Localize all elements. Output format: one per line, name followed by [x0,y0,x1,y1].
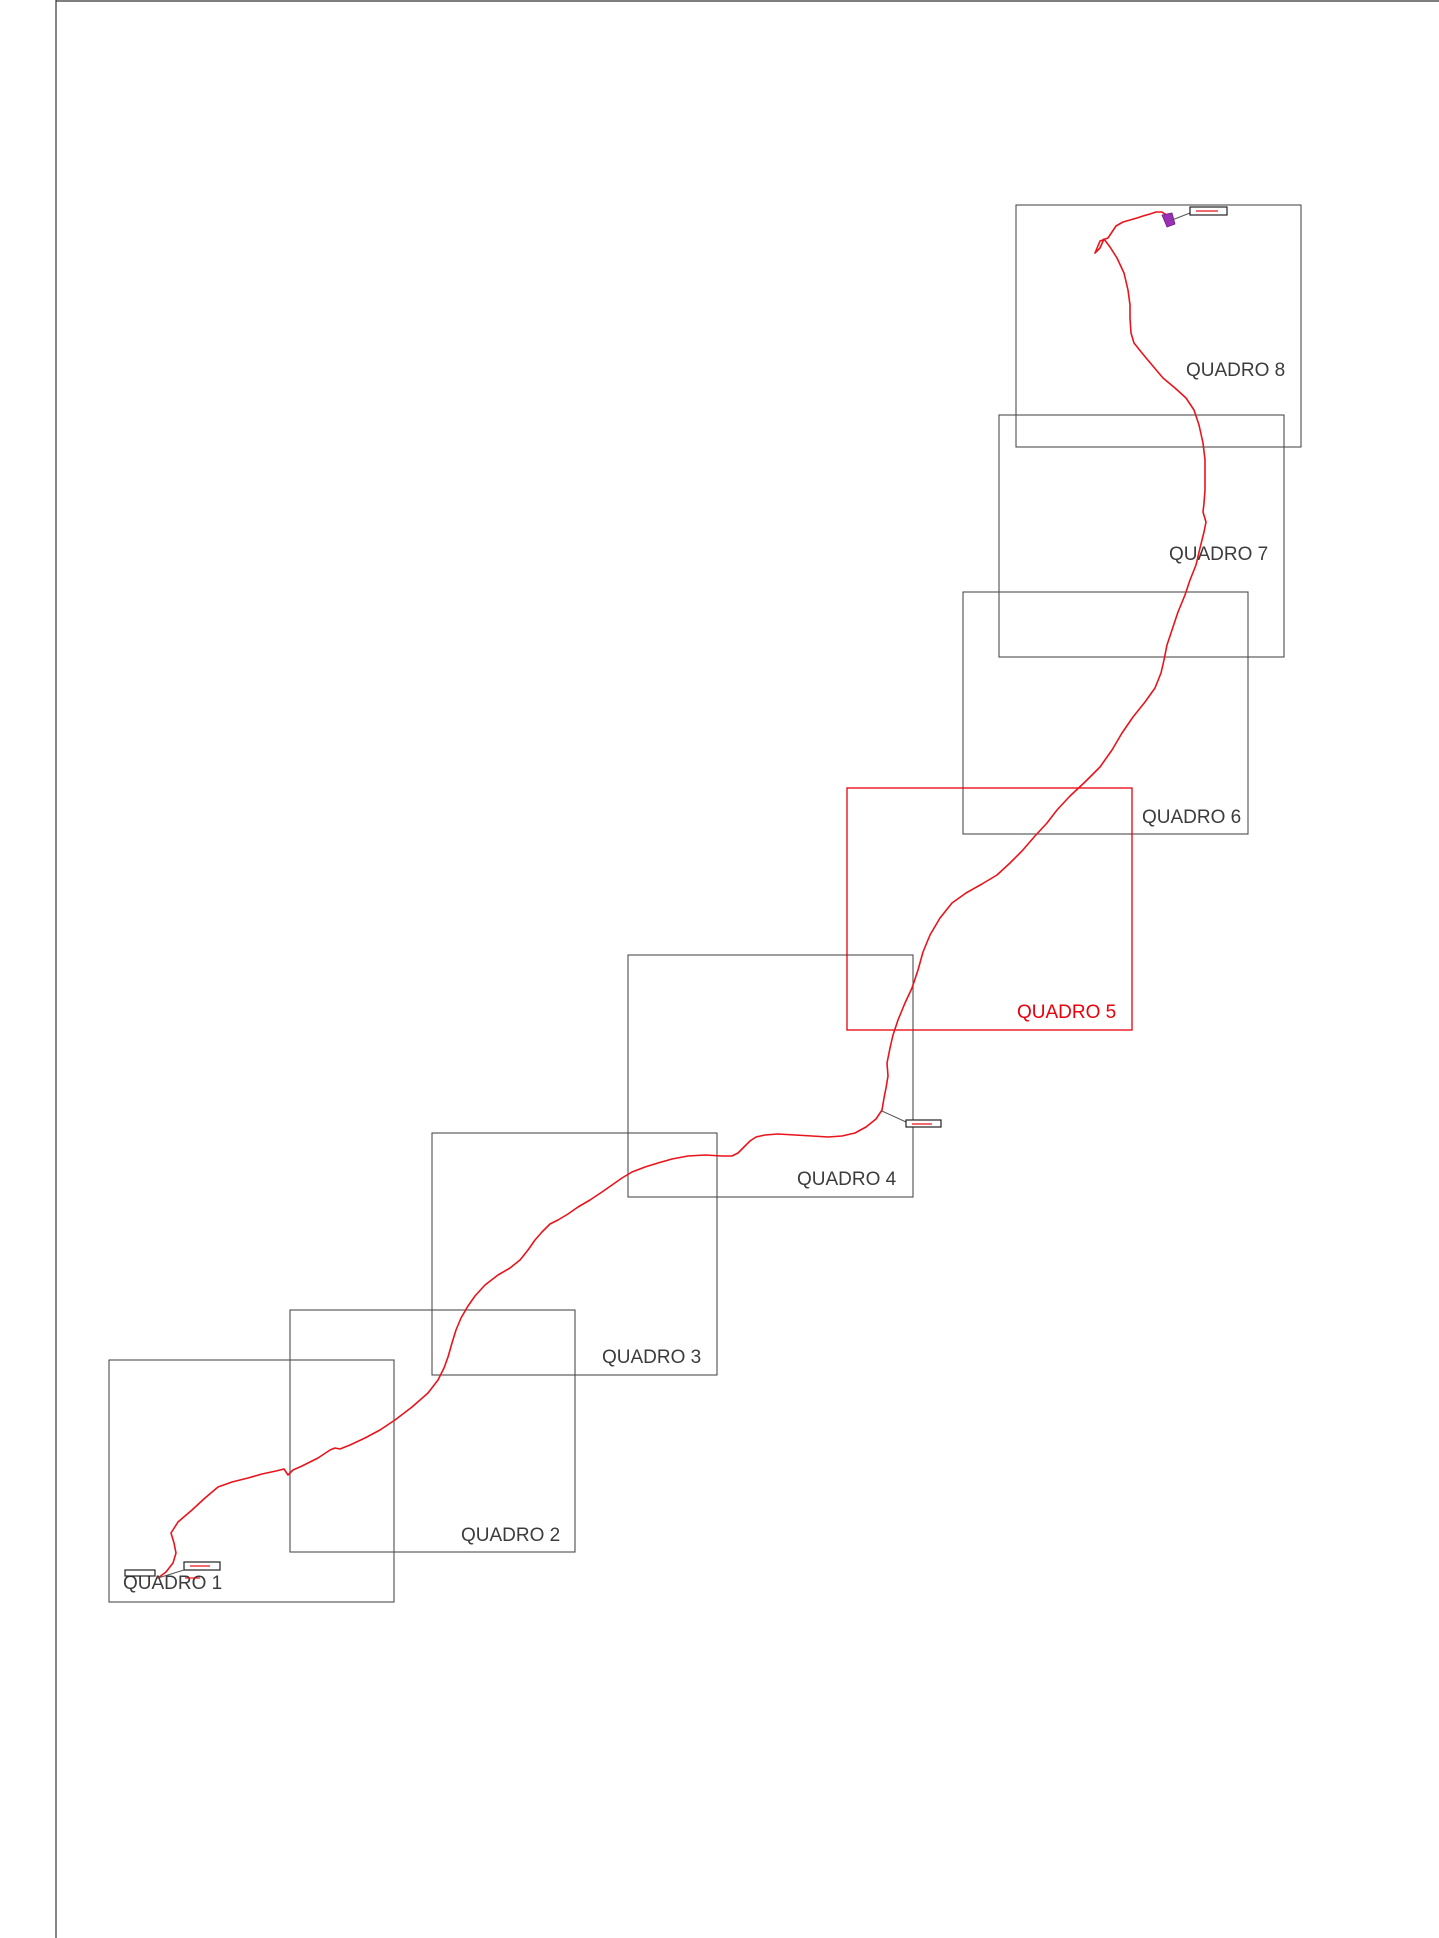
frame-label: QUADRO 5 [1017,1002,1116,1023]
frame-quadro-1[interactable]: QUADRO 1 [108,1359,395,1603]
frame-quadro-7[interactable]: QUADRO 7 [998,414,1285,658]
route-line [157,211,1207,1579]
waypoint-marker[interactable] [881,1110,942,1128]
frame-quadro-5[interactable]: QUADRO 5 [846,787,1133,1031]
frame-label: QUADRO 7 [1169,544,1268,565]
frames-layer: QUADRO 1 QUADRO 2 QUADRO 3 QUADRO 4 QUAD… [108,204,1302,1603]
frame-label: QUADRO 8 [1186,360,1285,381]
frame-label: QUADRO 4 [797,1169,897,1190]
frame-quadro-4[interactable]: QUADRO 4 [627,954,914,1198]
frame-quadro-6[interactable]: QUADRO 6 [962,591,1249,835]
start-marker[interactable] [124,1561,221,1579]
frame-quadro-3[interactable]: QUADRO 3 [431,1132,718,1376]
frame-label: QUADRO 6 [1142,807,1241,828]
sheet-border [55,0,1439,1938]
frame-label: QUADRO 3 [602,1347,701,1368]
frame-quadro-8[interactable]: QUADRO 8 [1015,204,1302,448]
frame-label: QUADRO 2 [461,1525,560,1546]
end-marker[interactable] [1161,206,1228,228]
